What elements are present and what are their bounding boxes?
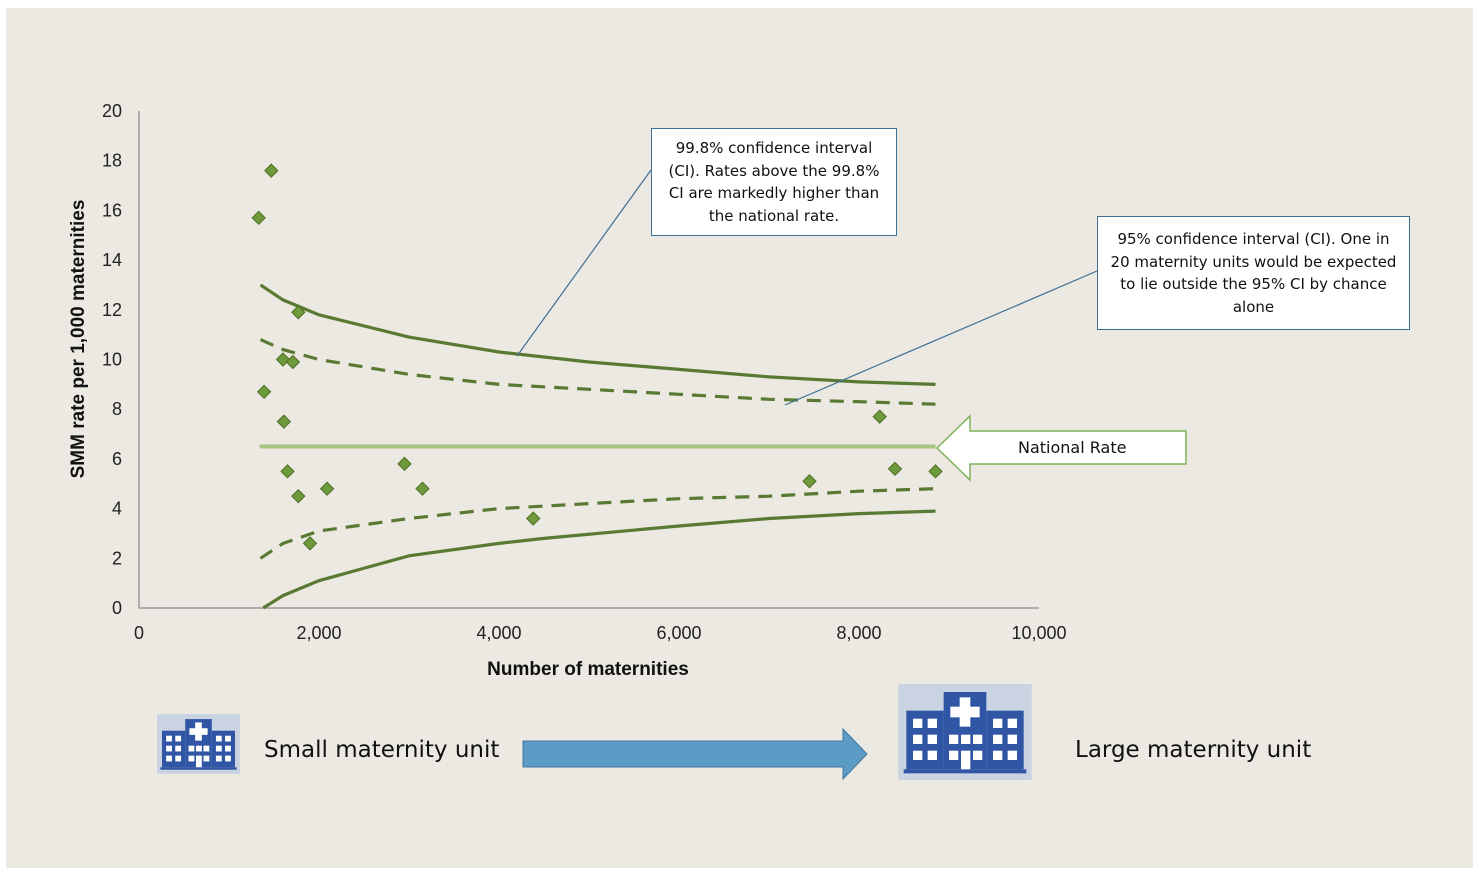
data-point: [302, 536, 318, 551]
x-axis-title: Number of maternities: [487, 659, 689, 680]
x-tick-label: 2,000: [296, 623, 341, 643]
national-rate-arrow-shape: [935, 414, 1187, 482]
y-axis-title: SMM rate per 1,000 maternities: [68, 200, 89, 479]
national-rate-arrow: [935, 414, 1187, 482]
callout-pointers: [516, 169, 1098, 406]
data-point: [276, 414, 292, 429]
lower-99-8-line: [262, 509, 936, 610]
y-tick-label: 10: [102, 350, 122, 370]
callout-ci-998-text: 99.8% confidence interval (CI). Rates ab…: [668, 139, 880, 225]
data-point: [415, 481, 430, 496]
upper-95-line: [259, 338, 936, 406]
y-tick-label: 14: [102, 250, 122, 270]
y-tick-label: 20: [102, 101, 122, 121]
data-point: [291, 305, 306, 320]
data-points: [251, 163, 943, 551]
hospital-icon: [157, 714, 240, 774]
x-tick-label: 8,000: [836, 623, 881, 643]
data-point: [280, 464, 295, 479]
ci-lines: [259, 283, 936, 610]
data-point: [397, 456, 412, 472]
y-tick-label: 4: [112, 499, 122, 519]
arrow-right-icon: [522, 727, 868, 781]
y-tick-label: 18: [102, 151, 122, 171]
x-tick-label: 0: [134, 623, 144, 643]
callout-ci-95-pointer: [784, 270, 1098, 406]
data-point: [319, 481, 335, 496]
callout-ci-998-pointer: [516, 169, 652, 357]
y-tick-label: 6: [112, 449, 122, 469]
data-point: [872, 409, 887, 424]
data-point: [251, 210, 266, 226]
data-point: [256, 384, 272, 400]
large-unit-label: Large maternity unit: [1075, 737, 1312, 763]
y-tick-label: 2: [112, 548, 122, 568]
callout-ci-998: 99.8% confidence interval (CI). Rates ab…: [651, 128, 897, 236]
y-tick-label: 8: [112, 399, 122, 419]
data-point: [285, 354, 301, 370]
y-tick-label: 12: [102, 300, 122, 320]
lower-95-line: [259, 487, 936, 560]
axes: 0 2,000 4,000 6,000 8,000 10,000 0 2 4 6 8 10 12 14 16…: [102, 101, 1067, 643]
data-point: [291, 488, 306, 504]
data-point: [275, 352, 291, 367]
callout-ci-95: 95% confidence interval (CI). One in 20 …: [1097, 216, 1410, 330]
callout-ci-95-text: 95% confidence interval (CI). One in 20 …: [1110, 230, 1397, 316]
x-tick-label: 10,000: [1011, 623, 1066, 643]
data-point: [887, 461, 903, 477]
x-tick-label: 6,000: [656, 623, 701, 643]
x-tick-label: 4,000: [476, 623, 521, 643]
upper-99-8-line: [259, 283, 936, 386]
hospital-icon-large: [898, 684, 1032, 780]
data-point: [525, 511, 541, 526]
national-rate-label: National Rate: [1018, 438, 1127, 457]
data-point: [264, 163, 279, 178]
data-point: [928, 464, 943, 479]
y-tick-label: 0: [112, 598, 122, 618]
arrow-right-shape: [522, 727, 868, 781]
small-unit-label: Small maternity unit: [264, 737, 500, 763]
y-tick-label: 16: [102, 200, 122, 220]
data-point: [802, 474, 817, 489]
